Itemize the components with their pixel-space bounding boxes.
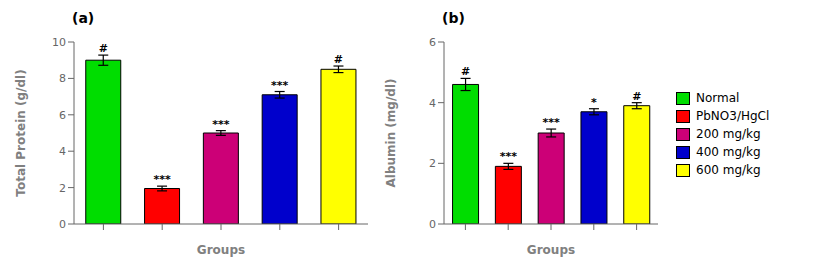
html-text:200 mg/kg: 200 mg/kg	[696, 127, 761, 141]
html-text:(b): (b)	[442, 10, 465, 26]
html-text:Normal: Normal	[696, 91, 740, 105]
svg-text:#: #	[334, 53, 343, 66]
svg-text:#: #	[99, 42, 108, 55]
svg-text:***: ***	[543, 116, 561, 129]
svg-text:4: 4	[59, 145, 66, 158]
svg-text:10: 10	[52, 36, 66, 49]
svg-text:Groups: Groups	[527, 243, 575, 257]
html-text:400 mg/kg: 400 mg/kg	[696, 145, 761, 159]
html-text:600 mg/kg: 600 mg/kg	[696, 163, 761, 177]
svg-text:***: ***	[500, 150, 518, 163]
svg-text:8: 8	[59, 72, 66, 85]
svg-text:4: 4	[429, 97, 436, 110]
svg-text:0: 0	[59, 218, 66, 231]
svg-text:Total Protein (g/dl): Total Protein (g/dl)	[14, 69, 28, 196]
html-text:PbNO3/HgCl: PbNO3/HgCl	[696, 109, 770, 123]
svg-text:Albumin (mg/dl): Albumin (mg/dl)	[384, 78, 398, 187]
svg-text:6: 6	[429, 36, 436, 49]
svg-text:***: ***	[153, 173, 171, 186]
svg-text:2: 2	[59, 182, 66, 195]
svg-text:0: 0	[429, 218, 436, 231]
svg-text:***: ***	[212, 118, 230, 131]
svg-text:*: *	[591, 96, 597, 109]
svg-text:2: 2	[429, 157, 436, 170]
svg-text:***: ***	[271, 79, 289, 92]
svg-text:#: #	[461, 65, 470, 78]
html-text:(a): (a)	[72, 10, 95, 26]
svg-text:#: #	[632, 90, 641, 103]
svg-text:6: 6	[59, 109, 66, 122]
svg-text:Groups: Groups	[197, 243, 245, 257]
